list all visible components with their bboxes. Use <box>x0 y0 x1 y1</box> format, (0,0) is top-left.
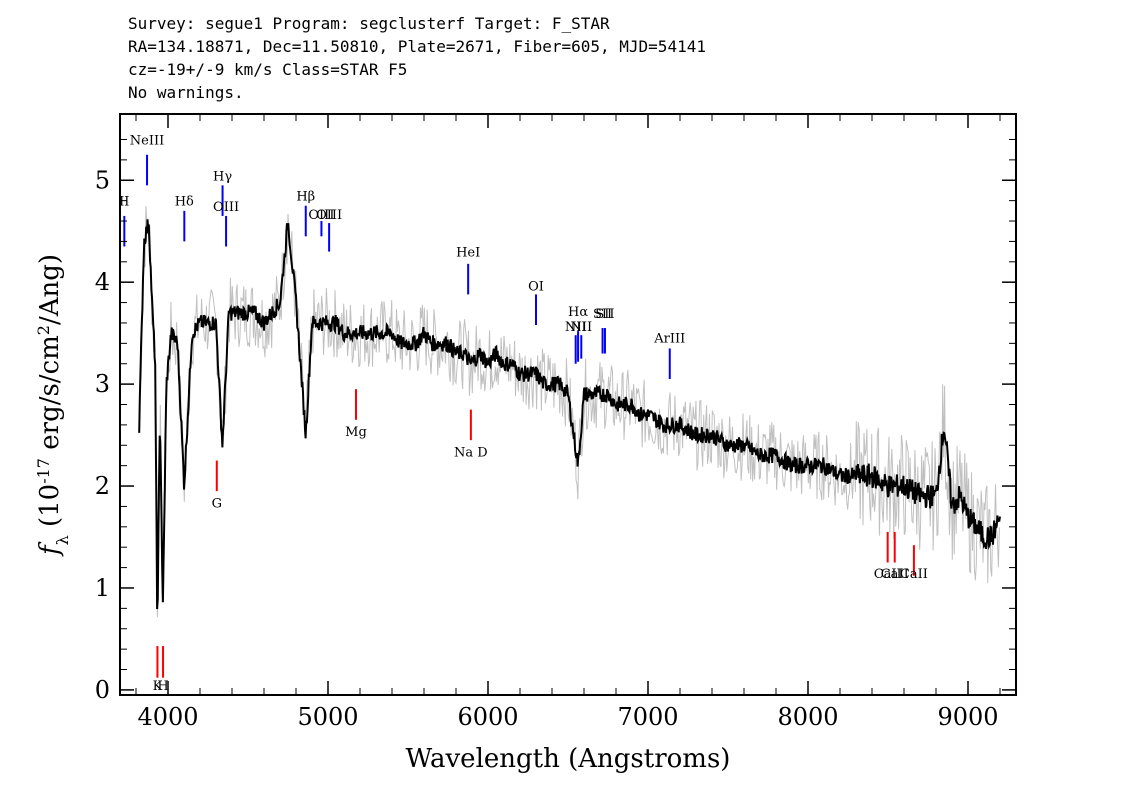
y-tick-label: 4 <box>95 268 110 296</box>
x-tick-label: 5000 <box>297 703 358 731</box>
emission-line-label: OIII <box>213 200 239 215</box>
header-coordinates-line: RA=134.18871, Dec=11.50810, Plate=2671, … <box>128 37 706 56</box>
header-warnings-line: No warnings. <box>128 83 244 102</box>
emission-line-label: Hγ <box>213 169 232 184</box>
absorption-line-label: K <box>153 679 163 694</box>
header-survey-line: Survey: segue1 Program: segclusterf Targ… <box>128 14 610 33</box>
absorption-line-label: Na D <box>454 445 488 460</box>
emission-line-label: NII <box>565 320 587 335</box>
y-tick-label: 1 <box>95 574 110 602</box>
absorption-line-label: CaII <box>874 567 902 582</box>
smoothed-flux-line <box>138 219 1001 610</box>
emission-line-label: Hα <box>568 305 588 320</box>
x-tick-label: 4000 <box>137 703 198 731</box>
emission-line-label: NII <box>570 320 592 335</box>
emission-line-label: II <box>119 195 129 210</box>
emission-line-label: OIII <box>316 208 342 223</box>
emission-line-label: Hδ <box>175 195 194 210</box>
x-tick-label: 6000 <box>457 703 518 731</box>
x-axis-label: Wavelength (Angstroms) <box>406 744 731 774</box>
y-axis-label: fλ (10-17 erg/s/cm2/Ang) <box>34 254 72 557</box>
emission-line-label: NeIII <box>130 134 164 149</box>
y-tick-label: 2 <box>95 472 110 500</box>
absorption-line-label: H <box>157 679 168 694</box>
absorption-line-label: G <box>212 496 222 511</box>
x-tick-label: 7000 <box>617 703 678 731</box>
emission-line-label: SII <box>593 307 612 322</box>
emission-line-label: OI <box>528 279 544 294</box>
y-tick-label: 3 <box>95 370 110 398</box>
emission-line-label: SII <box>595 307 614 322</box>
emission-line-label: HeI <box>456 246 480 261</box>
smoothed-flux-layer <box>138 219 1001 610</box>
emission-line-label: Hβ <box>296 190 315 205</box>
spectrum-header: Survey: segue1 Program: segclusterf Targ… <box>128 12 706 104</box>
raw-flux-layer <box>138 206 1000 618</box>
absorption-line-label: CaII <box>881 567 909 582</box>
absorption-line-label: Mg <box>345 425 367 440</box>
emission-line-label: ArIII <box>653 331 685 346</box>
emission-line-label: OIII <box>308 208 334 223</box>
x-tick-label: 9000 <box>937 703 998 731</box>
y-tick-label: 5 <box>95 166 110 194</box>
axis-ticks: 4000 5000 6000 7000 8000 9000 0 1 2 3 4 5 <box>95 114 1016 731</box>
header-redshift-line: cz=-19+/-9 km/s Class=STAR F5 <box>128 60 408 79</box>
x-tick-label: 8000 <box>777 703 838 731</box>
absorption-line-label: CaII <box>900 567 928 582</box>
y-tick-label: 0 <box>95 676 110 704</box>
raw-flux-line <box>138 206 1000 618</box>
